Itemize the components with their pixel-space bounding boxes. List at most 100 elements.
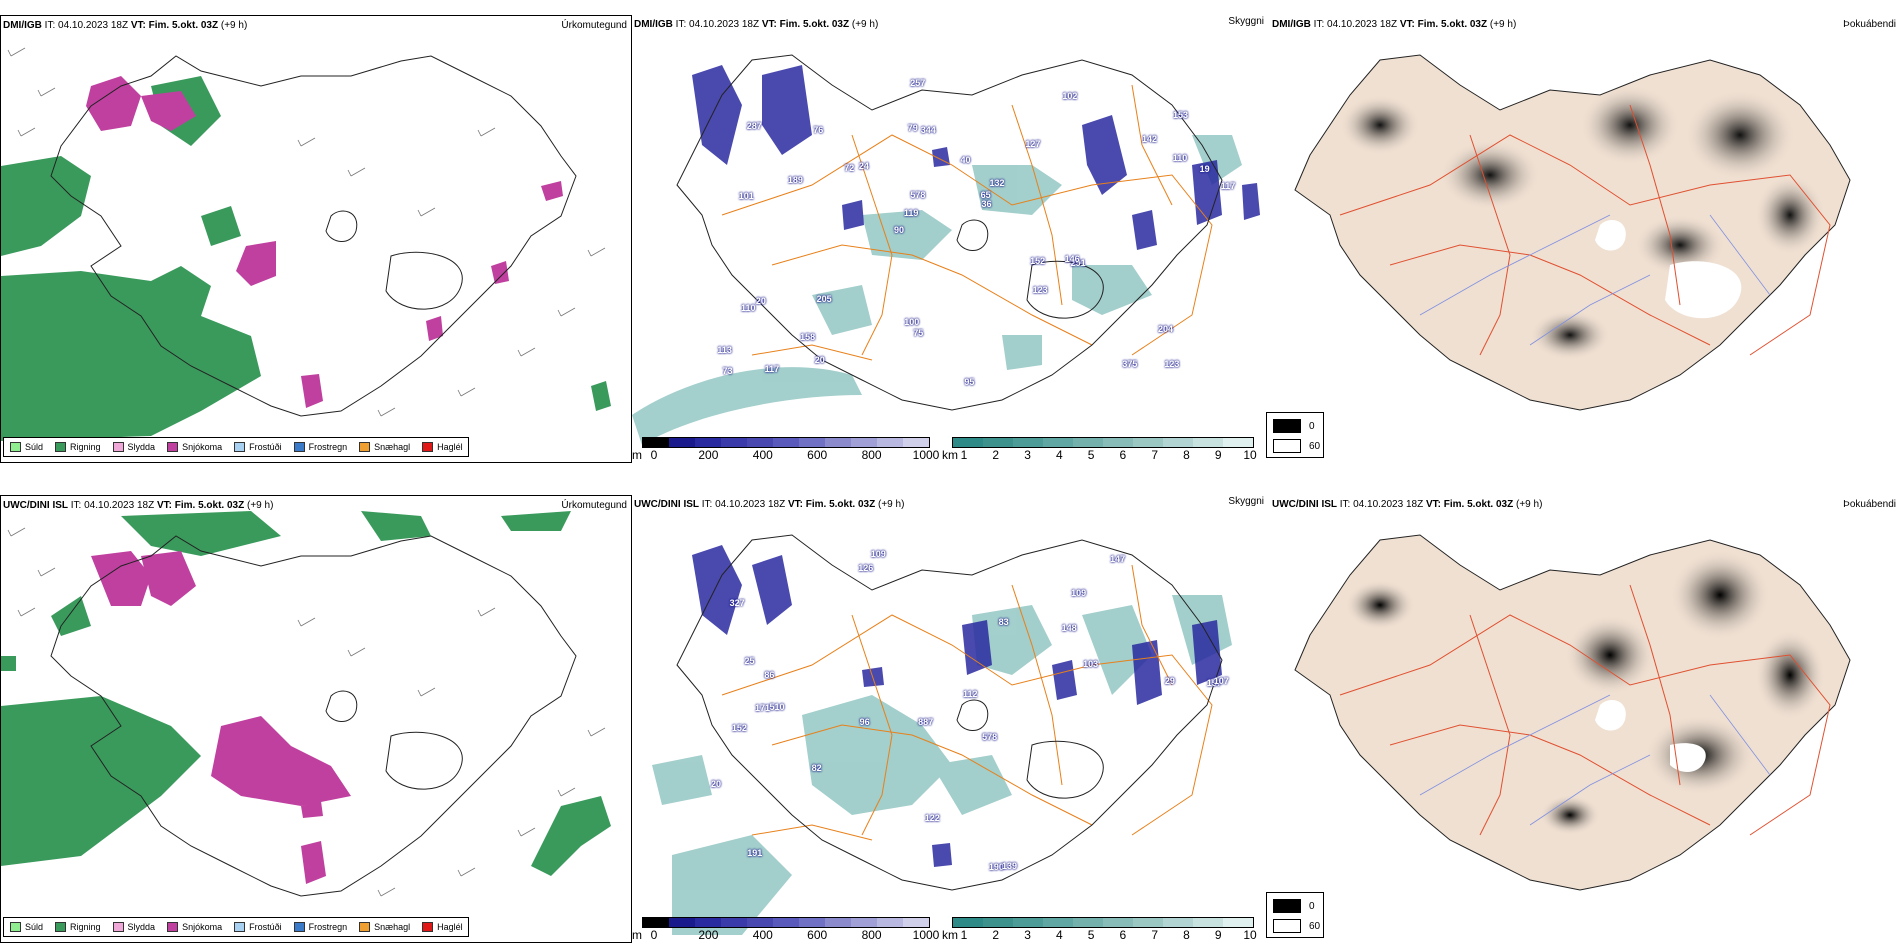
- valid-time: Fim. 5.okt. 03Z: [779, 19, 850, 30]
- panel-header: UWC/DINI ISL IT: 04.10.2023 18Z VT: Fim.…: [634, 499, 905, 510]
- legend-swatch: [55, 922, 67, 932]
- visibility-value-label: 95: [964, 376, 975, 387]
- visibility-value-label: 101: [738, 191, 754, 202]
- init-time: 04.10.2023 18Z: [1327, 19, 1398, 30]
- colorbar-ticks: 1 2 3 4 5 6 7 8 9 10: [942, 928, 1262, 942]
- lead-time: (+9 h): [878, 499, 905, 510]
- visibility-value-label: 103: [1083, 659, 1099, 670]
- colorbar-tick-label: 600: [807, 928, 828, 942]
- colorbar-cell: [877, 918, 903, 927]
- valid-time: Fim. 5.okt. 03Z: [148, 20, 219, 31]
- colorbar-tick-label: 1000: [912, 448, 940, 462]
- colorbar-cell: [721, 438, 747, 447]
- colorbar-ticks: 0 200 400 600 800 1000: [632, 448, 940, 462]
- colorbar-tick-label: 4: [1055, 448, 1063, 462]
- legend-item: Rigning: [55, 922, 101, 932]
- visibility-value-label: 112: [963, 689, 978, 700]
- visibility-value-label: 76: [813, 124, 824, 135]
- legend-swatch: [112, 442, 124, 452]
- visibility-value-label: 110: [1172, 152, 1188, 163]
- visibility-value-label: 107: [1213, 675, 1229, 686]
- legend-item: Haglél: [422, 922, 463, 932]
- init-time: 04.10.2023 18Z: [715, 499, 786, 510]
- visibility-value-label: 327: [729, 597, 745, 608]
- colorbar-cell: [1223, 918, 1253, 927]
- visibility-value-label: 157: [1206, 678, 1222, 689]
- visibility-value-label: 20: [814, 355, 825, 366]
- visibility-value-label: 147: [1110, 554, 1126, 565]
- colorbar-cell: [1133, 438, 1163, 447]
- visibility-value-label: 578: [982, 731, 998, 742]
- legend-item: Slydda: [112, 442, 155, 452]
- visibility-value-label: 132: [989, 177, 1005, 188]
- fog-swatch-light: [1273, 439, 1301, 453]
- colorbar-cell: [799, 438, 825, 447]
- legend-item: Frostregn: [293, 442, 347, 452]
- precip-type-panel-bottom: UWC/DINI ISL IT: 04.10.2023 18Z VT: Fim.…: [0, 495, 632, 943]
- panel-header: DMI/IGB IT: 04.10.2023 18Z VT: Fim. 5.ok…: [1272, 19, 1517, 30]
- precip-type-legend: Súld Rigning Slydda Snjókoma Frostúði Fr…: [3, 917, 469, 937]
- visibility-value-label: 375: [1122, 358, 1138, 369]
- visibility-value-label: 291: [1070, 257, 1086, 268]
- colorbar-cell: [669, 438, 695, 447]
- visibility-value-label: 887: [918, 717, 934, 727]
- legend-item: Súld: [10, 922, 43, 932]
- colorbar-cell: [1133, 918, 1163, 927]
- legend-swatch: [55, 442, 67, 452]
- colorbar-cell: [903, 918, 929, 927]
- colorbar-cell: [1103, 918, 1133, 927]
- colorbar-tick-label: 400: [752, 928, 773, 942]
- colorbar-tick-label: 3: [1024, 928, 1031, 942]
- legend-item: Snjókoma: [167, 922, 222, 932]
- colorbar-cell: [1163, 438, 1193, 447]
- visibility-value-label: 65: [980, 190, 991, 201]
- visibility-value-label: 123: [1032, 284, 1048, 295]
- colorbar-tick-label: 7: [1151, 928, 1158, 942]
- fog-legend-top: 0 60: [1266, 412, 1324, 458]
- visibility-value-label: 153: [1172, 109, 1188, 120]
- valid-time: Fim. 5.okt. 03Z: [1417, 19, 1488, 30]
- panel-title-fog: Þokuábendi: [1843, 499, 1896, 510]
- lead-time: (+9 h): [220, 20, 248, 31]
- visibility-value-label: 75: [913, 328, 924, 339]
- visibility-value-label: 40: [960, 154, 971, 165]
- init-time: 04.10.2023 18Z: [58, 20, 129, 31]
- visibility-value-label: 191: [747, 847, 763, 858]
- visibility-value-label: 158: [800, 331, 816, 342]
- visibility-value-label: 96: [859, 716, 870, 727]
- legend-swatch: [359, 442, 371, 452]
- legend-item: Snæhagl: [359, 922, 410, 932]
- visibility-value-label: 117: [764, 364, 780, 375]
- colorbar-unit: m: [632, 928, 642, 942]
- colorbar-cell: [643, 438, 669, 447]
- visibility-value-label: 36: [981, 199, 992, 210]
- model-name: DMI/IGB: [1272, 19, 1311, 30]
- lead-time: (+9 h): [1489, 19, 1517, 30]
- colorbar-unit: m: [632, 448, 642, 462]
- legend-swatch: [167, 922, 179, 932]
- colorbar-tick-label: 7: [1151, 448, 1158, 462]
- colorbar-tick-label: 200: [698, 448, 719, 462]
- colorbar-cell: [877, 438, 903, 447]
- visibility-value-label: 152: [731, 723, 747, 734]
- panel-header: DMI/IGB IT: 04.10.2023 18Z VT: Fim. 5.ok…: [3, 20, 248, 31]
- visibility-value-label: 72: [844, 163, 855, 174]
- colorbar-cell: [695, 438, 721, 447]
- legend-item: Snjókoma: [167, 442, 222, 452]
- visibility-value-label: 25: [744, 655, 755, 666]
- model-name: UWC/DINI ISL: [3, 500, 68, 511]
- colorbar-cell: [1073, 918, 1103, 927]
- colorbar-cell: [1013, 438, 1043, 447]
- legend-swatch: [293, 442, 305, 452]
- panel-title-visibility: Skyggni: [1228, 496, 1264, 507]
- valid-time: Fim. 5.okt. 03Z: [174, 500, 245, 511]
- panel-title-precip-type: Úrkomutegund: [561, 20, 627, 31]
- colorbar-tick-label: 3: [1024, 448, 1031, 462]
- colorbar-cells: [952, 437, 1254, 448]
- lead-time: (+9 h): [851, 19, 879, 30]
- colorbar-tick-label: 800: [861, 928, 882, 942]
- colorbar-cell: [953, 438, 983, 447]
- visibility-value-label: 204: [1157, 324, 1173, 335]
- colorbar-tick-label: 9: [1214, 928, 1222, 942]
- colorbar-unit: km: [942, 928, 958, 942]
